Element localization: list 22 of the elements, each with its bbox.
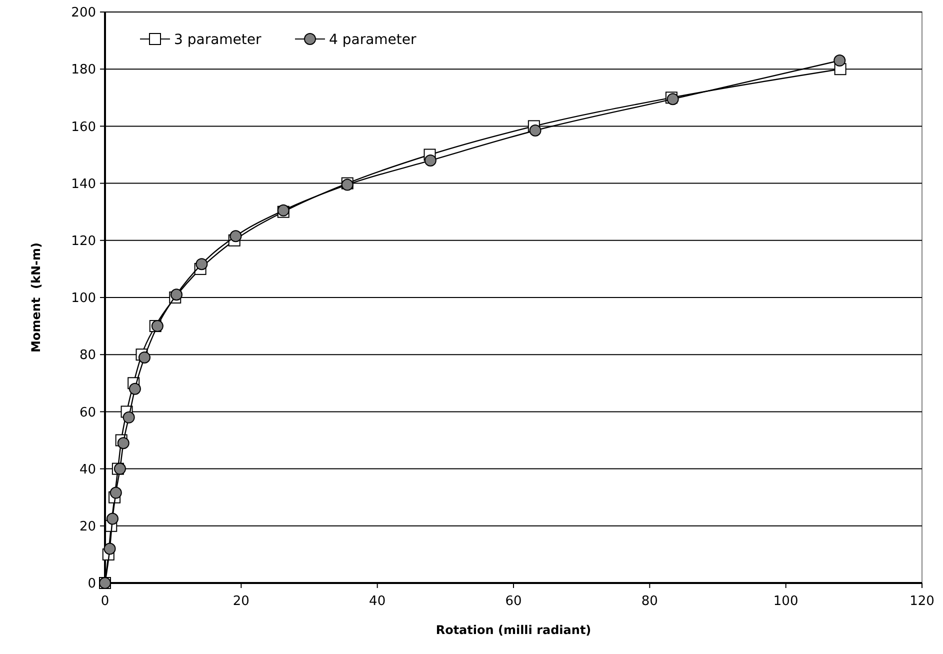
legend-label: 3 parameter — [174, 32, 262, 48]
y-tick-label: 60 — [79, 405, 96, 420]
y-tick-label: 140 — [71, 176, 96, 192]
x-tick-label: 80 — [641, 594, 658, 609]
y-tick-label: 20 — [79, 519, 96, 534]
y-tick-label: 160 — [71, 120, 96, 135]
x-tick-label: 0 — [100, 594, 110, 609]
x-tick-label: 40 — [369, 594, 386, 609]
x-tick-label: 20 — [232, 594, 250, 609]
y-tick-label: 120 — [71, 234, 96, 249]
x-tick-label: 100 — [773, 594, 798, 609]
x-tick-label: 120 — [910, 594, 934, 609]
legend-label: 4 parameter — [329, 32, 417, 48]
y-tick-label: 0 — [88, 576, 96, 592]
y-axis-title: Moment (kN-m) — [29, 242, 43, 352]
y-tick-label: 100 — [71, 291, 96, 306]
y-tick-label: 40 — [79, 462, 96, 478]
y-tick-label: 200 — [71, 6, 96, 21]
y-tick-label: 180 — [71, 62, 96, 78]
y-tick-label: 80 — [79, 348, 96, 364]
x-axis-title: Rotation (milli radiant) — [436, 623, 592, 637]
x-tick-label: 60 — [505, 594, 522, 609]
